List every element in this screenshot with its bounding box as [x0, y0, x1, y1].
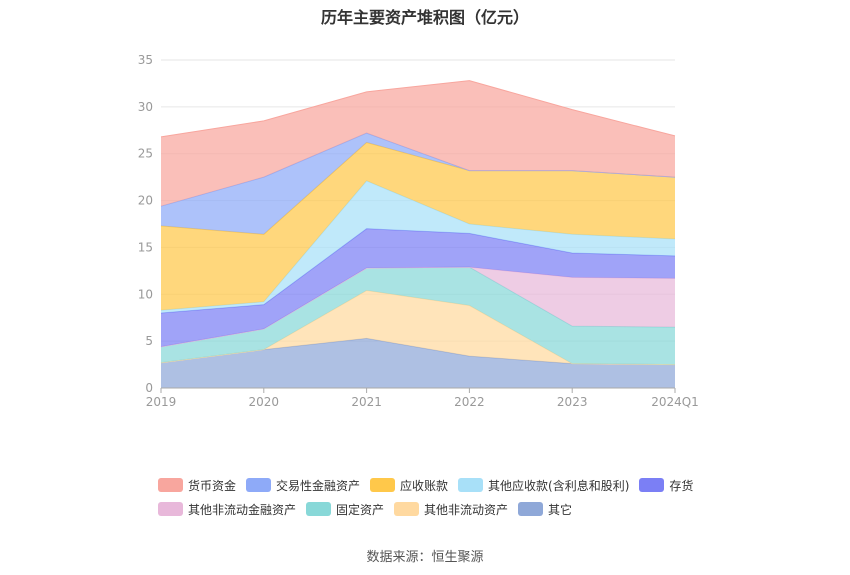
legend-item[interactable]: 其他非流动资产	[394, 501, 508, 518]
area-series	[161, 180, 675, 314]
legend-label: 其他非流动资产	[424, 502, 509, 517]
legend-swatch	[158, 478, 183, 492]
legend-item[interactable]: 应收账款	[370, 477, 448, 494]
legend-swatch	[306, 502, 332, 516]
legend-row: 货币资金 交易性金融资产 应收账款 其他应收款(含利息和股利) 存货	[158, 473, 758, 497]
y-tick-label: 10	[138, 287, 153, 301]
legend-label: 存货	[669, 478, 694, 493]
legend-swatch	[370, 478, 396, 492]
legend-label: 其它	[548, 502, 573, 517]
area-series	[161, 338, 675, 388]
x-tick-label: 2023	[557, 395, 588, 409]
data-source-note: 数据来源：恒生聚源	[366, 550, 484, 565]
legend-item[interactable]: 固定资产	[306, 501, 384, 518]
legend-item[interactable]: 交易性金融资产	[246, 477, 360, 494]
legend-swatch	[158, 502, 183, 516]
x-tick-label: 2022	[454, 395, 485, 409]
legend-swatch	[246, 478, 272, 492]
area-series	[161, 267, 675, 365]
legend-swatch	[518, 502, 544, 516]
chart-title: 历年主要资产堆积图（亿元）	[320, 8, 529, 27]
area-series	[161, 142, 675, 311]
area-series-line	[160, 80, 676, 138]
area-series	[161, 80, 675, 207]
legend-label: 货币资金	[188, 478, 237, 493]
x-tick-label: 2021	[351, 395, 382, 409]
area-series	[161, 133, 675, 235]
area-series	[161, 267, 675, 347]
legend-swatch	[394, 502, 420, 516]
legend-swatch	[458, 478, 484, 492]
area-series	[161, 290, 675, 365]
legend-label: 交易性金融资产	[276, 478, 361, 493]
y-tick-label: 20	[138, 194, 153, 208]
legend-row: 其他非流动金融资产 固定资产 其他非流动资产 其它	[158, 497, 758, 521]
area-series	[161, 228, 675, 347]
legend-item[interactable]: 存货	[639, 477, 693, 494]
legend-item[interactable]: 其他非流动金融资产	[158, 501, 296, 518]
legend-label: 其他非流动金融资产	[188, 502, 297, 517]
y-tick-label: 15	[138, 240, 153, 254]
y-tick-label: 5	[145, 334, 153, 348]
y-tick-label: 30	[138, 100, 153, 114]
legend-item[interactable]: 货币资金	[158, 477, 236, 494]
legend-label: 其他应收款(含利息和股利)	[488, 478, 630, 493]
y-tick-label: 35	[138, 53, 153, 67]
legend: 货币资金 交易性金融资产 应收账款 其他应收款(含利息和股利) 存货 其他非流动金融资产…	[158, 473, 758, 521]
x-tick-label: 2020	[249, 395, 280, 409]
legend-swatch	[639, 478, 665, 492]
legend-item[interactable]: 其他应收款(含利息和股利)	[458, 477, 629, 494]
legend-label: 固定资产	[336, 502, 385, 517]
legend-item[interactable]: 其它	[518, 501, 572, 518]
stacked-area-chart: 0 5 10 15 20 25 30 35 2019 2020 2021 2022 2023 2024Q1	[138, 53, 699, 409]
legend-label: 应收账款	[400, 478, 449, 493]
x-tick-label: 2024Q1	[651, 395, 699, 409]
y-tick-label: 0	[145, 381, 153, 395]
x-tick-label: 2019	[146, 395, 177, 409]
y-tick-label: 25	[138, 147, 153, 161]
